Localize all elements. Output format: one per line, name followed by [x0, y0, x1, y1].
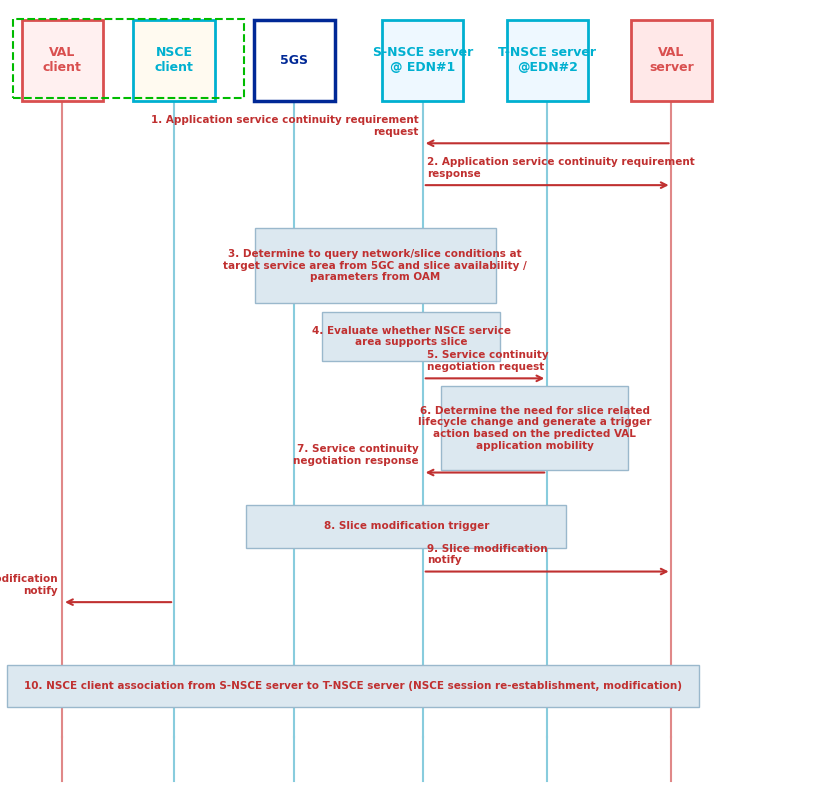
Text: VAL
client: VAL client — [43, 47, 81, 74]
Text: 6. Determine the need for slice related
lifecycle change and generate a trigger
: 6. Determine the need for slice related … — [417, 406, 651, 451]
Text: 3. Determine to query network/slice conditions at
target service area from 5GC a: 3. Determine to query network/slice cond… — [223, 249, 527, 283]
Text: 4. Evaluate whether NSCE service
area supports slice: 4. Evaluate whether NSCE service area su… — [311, 326, 510, 347]
Text: 9. Slice modification
notify: 9. Slice modification notify — [426, 543, 547, 565]
Text: VAL
server: VAL server — [648, 47, 693, 74]
Text: 10. NSCE client association from S-NSCE server to T-NSCE server (NSCE session re: 10. NSCE client association from S-NSCE … — [24, 681, 681, 691]
FancyBboxPatch shape — [382, 20, 463, 101]
FancyBboxPatch shape — [630, 20, 711, 101]
Text: 5. Service continuity
negotiation request: 5. Service continuity negotiation reques… — [426, 350, 548, 372]
Text: 7. Service continuity
negotiation response: 7. Service continuity negotiation respon… — [292, 444, 418, 466]
Text: NSCE
client: NSCE client — [155, 47, 193, 74]
FancyBboxPatch shape — [133, 20, 214, 101]
Text: 9. Slice modification
notify: 9. Slice modification notify — [0, 574, 58, 596]
Text: 1. Application service continuity requirement
request: 1. Application service continuity requir… — [151, 115, 418, 137]
FancyBboxPatch shape — [254, 228, 495, 303]
Text: 8. Slice modification trigger: 8. Slice modification trigger — [323, 522, 489, 531]
Text: 5GS: 5GS — [280, 54, 308, 67]
FancyBboxPatch shape — [253, 20, 335, 101]
FancyBboxPatch shape — [322, 312, 499, 361]
Text: S-NSCE server
@ EDN#1: S-NSCE server @ EDN#1 — [373, 47, 472, 74]
FancyBboxPatch shape — [7, 665, 698, 707]
Text: 2. Application service continuity requirement
response: 2. Application service continuity requir… — [426, 157, 694, 179]
FancyBboxPatch shape — [246, 505, 566, 548]
FancyBboxPatch shape — [506, 20, 587, 101]
Text: T-NSCE server
@EDN#2: T-NSCE server @EDN#2 — [498, 47, 595, 74]
FancyBboxPatch shape — [440, 386, 628, 470]
FancyBboxPatch shape — [22, 20, 103, 101]
